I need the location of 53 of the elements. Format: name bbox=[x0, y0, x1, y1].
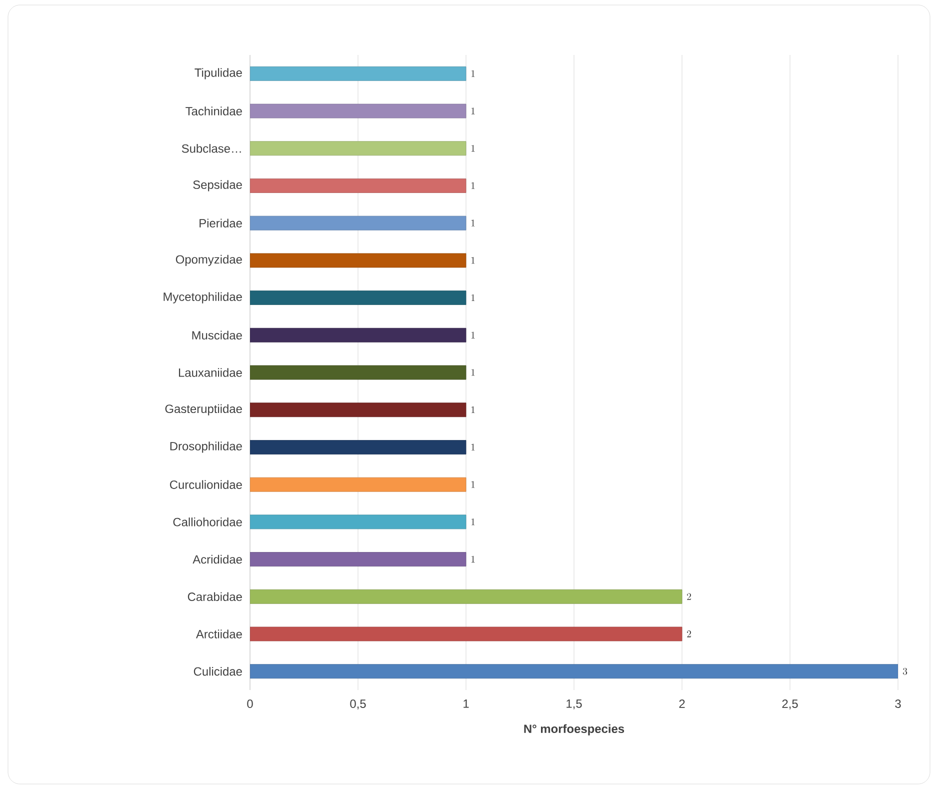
y-tick-label: Carabidae bbox=[188, 592, 242, 602]
bar bbox=[250, 66, 466, 81]
bar bbox=[250, 552, 466, 566]
x-tick-label: 2 bbox=[679, 700, 685, 708]
x-tick-label: 2,5 bbox=[782, 700, 798, 710]
data-label: 1 bbox=[471, 369, 475, 376]
data-label: 1 bbox=[471, 70, 475, 77]
data-label: 1 bbox=[471, 294, 475, 302]
data-label: 1 bbox=[471, 220, 475, 226]
bar bbox=[250, 253, 466, 268]
data-label: 2 bbox=[687, 630, 691, 638]
y-tick-label: Subclase… bbox=[182, 144, 241, 153]
y-tick-label: Drosophilidae bbox=[170, 442, 242, 453]
bar bbox=[250, 141, 466, 156]
bar bbox=[250, 365, 466, 380]
y-tick-label: Tipulidae bbox=[194, 68, 242, 80]
bar bbox=[250, 589, 682, 604]
y-tick-label: Pieridae bbox=[200, 218, 242, 228]
data-label: 1 bbox=[471, 144, 475, 152]
data-label: 1 bbox=[471, 444, 475, 450]
y-tick-label: Mycetophilidae bbox=[164, 292, 242, 304]
x-tick-label: 0 bbox=[247, 700, 253, 708]
data-label: 1 bbox=[471, 108, 475, 114]
data-label: 3 bbox=[902, 668, 908, 675]
data-label: 1 bbox=[471, 257, 475, 264]
bar bbox=[250, 178, 466, 193]
x-tick-label: 3 bbox=[895, 700, 901, 708]
data-label: 1 bbox=[471, 556, 475, 562]
y-tick-label: Calliohoridae bbox=[173, 518, 242, 526]
data-label: 1 bbox=[471, 332, 475, 338]
y-tick-label: Sepsidae bbox=[193, 180, 242, 192]
y-tick-label: Opomyzidae bbox=[176, 254, 242, 266]
data-label: 1 bbox=[471, 406, 475, 414]
bar bbox=[250, 290, 466, 305]
data-label: 1 bbox=[471, 481, 475, 488]
y-tick-label: Acrididae bbox=[192, 554, 242, 564]
data-label: 1 bbox=[471, 518, 475, 526]
data-label: 2 bbox=[687, 593, 691, 600]
data-label: 1 bbox=[471, 182, 475, 189]
x-tick-label: 0,5 bbox=[350, 700, 366, 710]
x-axis-title: N° morfoespecies bbox=[524, 724, 624, 736]
y-tick-label: Gasteruptiidae bbox=[165, 404, 242, 416]
y-tick-label: Muscidae bbox=[192, 330, 242, 340]
y-tick-label: Culicidae bbox=[194, 666, 242, 676]
bar bbox=[250, 477, 466, 492]
x-tick-label: 1 bbox=[464, 700, 469, 708]
x-tick-label: 1,5 bbox=[566, 700, 582, 710]
y-tick-label: Lauxaniidae bbox=[178, 368, 242, 377]
bar bbox=[250, 664, 898, 679]
y-tick-label: Tachinidae bbox=[186, 106, 242, 116]
y-tick-label: Arctiidae bbox=[196, 630, 242, 638]
bar bbox=[250, 440, 466, 454]
y-tick-label: Curculionidae bbox=[170, 480, 242, 489]
